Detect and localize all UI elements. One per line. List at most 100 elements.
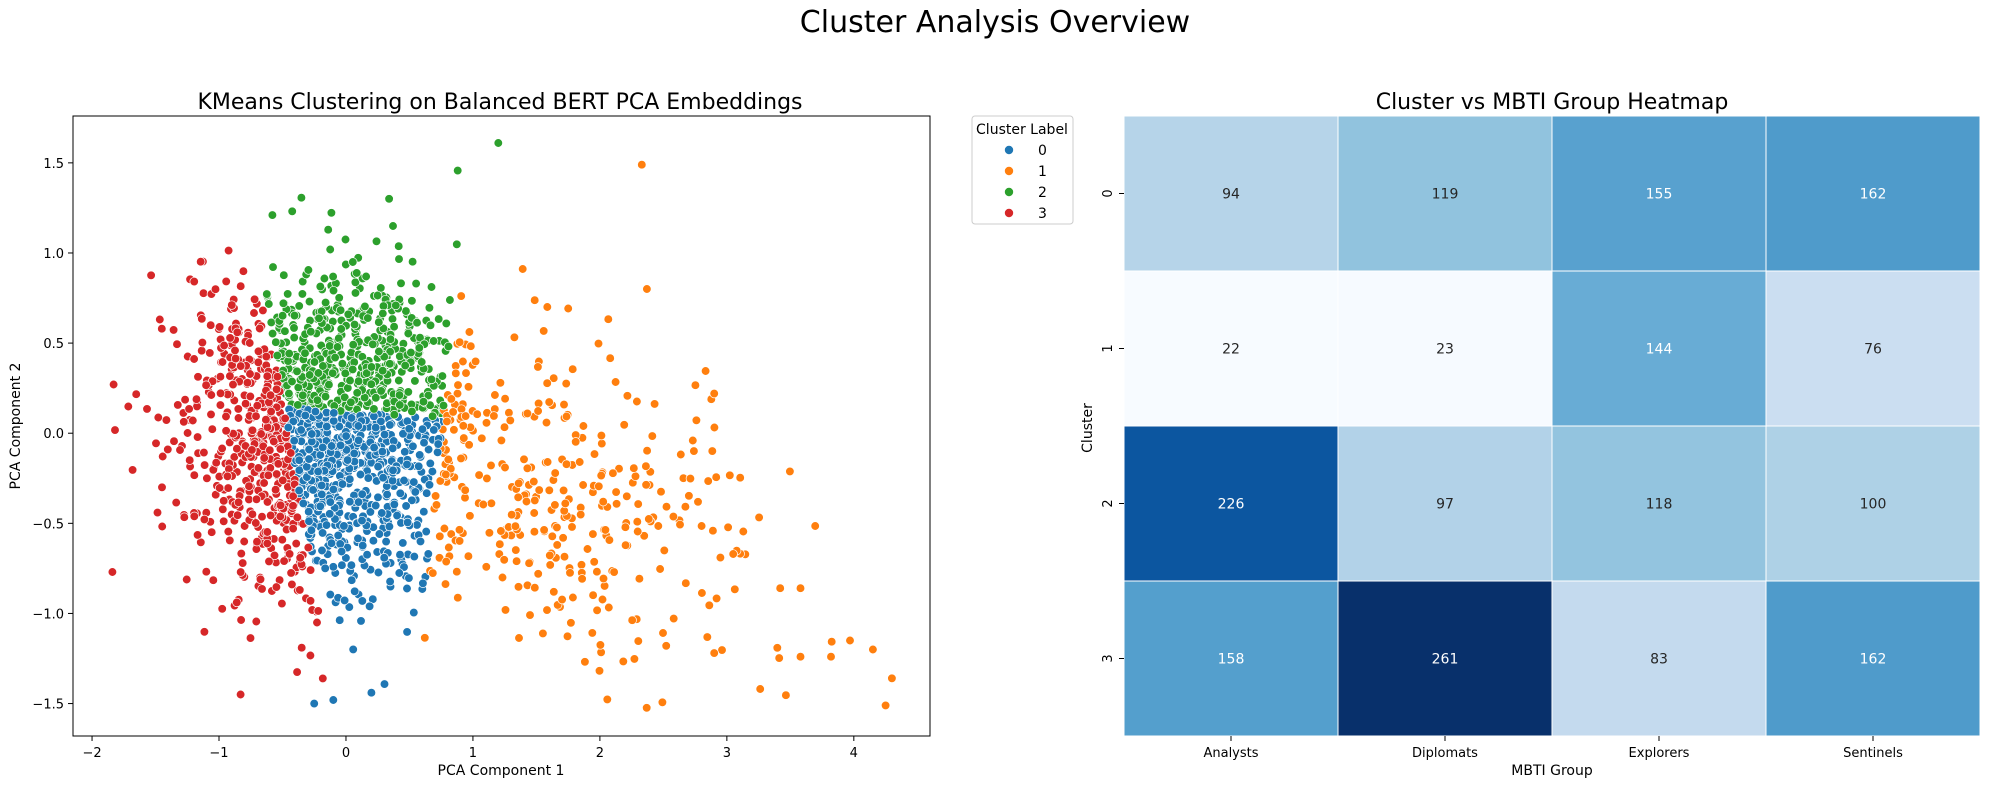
scatter-point-cluster-2 [314, 313, 324, 323]
scatter-point-cluster-1 [702, 632, 712, 642]
scatter-point-cluster-1 [711, 472, 721, 482]
scatter-point-cluster-3 [211, 458, 221, 468]
scatter-point-cluster-1 [632, 396, 642, 407]
scatter-point-cluster-0 [335, 615, 345, 625]
scatter-point-cluster-3 [232, 597, 242, 608]
scatter-point-cluster-1 [446, 464, 456, 474]
scatter-point-cluster-1 [609, 567, 619, 577]
scatter-point-cluster-1 [430, 491, 441, 501]
scatter-point-cluster-3 [232, 444, 242, 454]
scatter-point-cluster-1 [582, 544, 593, 554]
scatter-point-cluster-3 [249, 308, 259, 318]
scatter-point-cluster-3 [221, 411, 231, 422]
scatter-point-cluster-1 [684, 491, 694, 501]
scatter-point-cluster-1 [642, 284, 652, 294]
scatter-point-cluster-0 [415, 450, 425, 460]
scatter-point-cluster-2 [452, 239, 462, 249]
scatter-point-cluster-1 [704, 600, 714, 610]
scatter-point-cluster-1 [451, 368, 461, 378]
scatter-point-cluster-1 [608, 468, 618, 478]
scatter-point-cluster-3 [251, 411, 261, 421]
scatter-point-cluster-3 [257, 584, 267, 594]
scatter-point-cluster-1 [544, 485, 554, 495]
scatter-point-cluster-2 [428, 336, 439, 346]
scatter-point-cluster-0 [389, 499, 399, 510]
scatter-point-cluster-2 [284, 388, 294, 399]
scatter-point-cluster-0 [363, 473, 373, 483]
scatter-point-cluster-3 [217, 357, 228, 367]
scatter-point-cluster-1 [460, 485, 470, 495]
scatter-point-cluster-2 [340, 368, 350, 378]
scatter-point-cluster-1 [826, 652, 836, 662]
scatter-point-cluster-1 [868, 644, 878, 655]
scatter-point-cluster-1 [465, 511, 475, 521]
scatter-point-cluster-1 [774, 653, 784, 663]
scatter-point-cluster-3 [275, 444, 286, 454]
scatter-point-cluster-1 [559, 399, 569, 410]
scatter-point-cluster-3 [182, 574, 192, 585]
scatter-point-cluster-3 [173, 400, 183, 410]
scatter-point-cluster-2 [325, 341, 335, 351]
scatter-point-cluster-0 [377, 508, 387, 518]
scatter-point-cluster-2 [407, 296, 417, 306]
scatter-point-cluster-1 [557, 594, 567, 605]
scatter-point-cluster-1 [513, 492, 523, 502]
scatter-point-cluster-1 [630, 471, 641, 481]
scatter-point-cluster-0 [315, 501, 325, 511]
scatter-point-cluster-2 [313, 368, 324, 378]
scatter-point-cluster-2 [334, 333, 344, 343]
scatter-point-cluster-0 [374, 529, 385, 539]
scatter-point-cluster-0 [414, 461, 424, 471]
scatter-point-cluster-1 [547, 531, 557, 541]
scatter-point-cluster-1 [420, 633, 430, 643]
scatter-point-cluster-0 [341, 431, 351, 441]
scatter-point-cluster-0 [415, 536, 426, 547]
scatter-point-cluster-3 [151, 438, 161, 448]
scatter-title: KMeans Clustering on Balanced BERT PCA E… [197, 90, 802, 115]
scatter-point-cluster-3 [233, 497, 244, 507]
heatmap-x-tick-label: Explorers [1629, 746, 1690, 761]
scatter-point-cluster-2 [389, 322, 399, 332]
scatter-point-cluster-2 [349, 319, 360, 330]
heatmap-cell [1765, 270, 1981, 427]
scatter-point-cluster-1 [659, 545, 669, 556]
scatter-point-cluster-3 [263, 470, 273, 480]
scatter-point-cluster-1 [442, 416, 452, 427]
heatmap-cell [1765, 580, 1981, 737]
heatmap-cell-value: 162 [1860, 187, 1887, 203]
scatter-point-cluster-3 [157, 324, 167, 334]
scatter-point-cluster-0 [409, 477, 419, 487]
scatter-point-cluster-2 [395, 400, 405, 410]
scatter-point-cluster-0 [304, 444, 314, 455]
scatter-point-cluster-0 [336, 546, 347, 557]
scatter-point-cluster-3 [275, 500, 286, 510]
scatter-point-cluster-1 [458, 356, 468, 367]
scatter-point-cluster-0 [350, 586, 360, 596]
scatter-point-cluster-3 [236, 615, 246, 625]
scatter-point-cluster-1 [603, 314, 613, 324]
scatter-point-cluster-0 [353, 435, 364, 445]
legend-title: Cluster Label [976, 122, 1068, 138]
scatter-point-cluster-2 [388, 221, 398, 231]
scatter-point-cluster-1 [709, 422, 720, 433]
scatter-point-cluster-2 [315, 281, 325, 292]
scatter-point-cluster-3 [179, 417, 189, 427]
scatter-point-cluster-1 [428, 568, 438, 578]
scatter-point-cluster-3 [206, 409, 216, 420]
scatter-point-cluster-0 [353, 421, 363, 431]
scatter-point-cluster-1 [481, 418, 492, 428]
scatter-point-cluster-1 [642, 703, 652, 713]
scatter-point-cluster-1 [611, 499, 622, 509]
scatter-point-cluster-3 [238, 558, 248, 568]
scatter-point-cluster-1 [514, 478, 524, 488]
scatter-point-cluster-1 [530, 295, 540, 305]
scatter-point-cluster-0 [381, 536, 391, 547]
heatmap-cells: 94 119 155 162 22 23 144 76 226 97 118 100 158 261 83 1… [1123, 115, 1981, 737]
scatter-point-cluster-1 [496, 435, 507, 446]
scatter-point-cluster-3 [238, 266, 249, 276]
scatter-point-cluster-0 [362, 550, 372, 560]
scatter-point-cluster-1 [668, 511, 679, 522]
scatter-point-cluster-1 [578, 421, 589, 431]
scatter-point-cluster-1 [775, 583, 785, 593]
scatter-point-cluster-3 [245, 338, 255, 348]
